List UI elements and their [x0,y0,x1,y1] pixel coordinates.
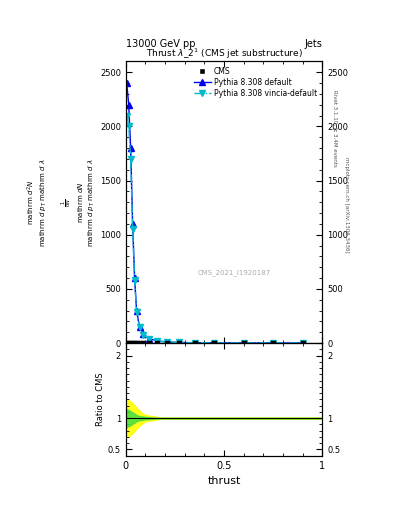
Pythia 8.308 vincia-default [127,123,131,130]
CMS [134,339,140,347]
CMS [140,339,147,347]
Pythia 8.308 default [212,340,217,346]
Text: CMS_2021_I1920187: CMS_2021_I1920187 [197,269,270,276]
CMS [124,339,130,347]
Title: Thrust $\lambda\_2^1$ (CMS jet substructure): Thrust $\lambda\_2^1$ (CMS jet substruct… [145,47,303,61]
CMS [191,339,198,347]
Pythia 8.308 vincia-default [147,336,152,342]
Pythia 8.308 default [134,308,139,314]
Pythia 8.308 vincia-default [165,339,169,345]
Pythia 8.308 vincia-default [241,340,246,346]
Pythia 8.308 vincia-default [271,340,275,346]
Pythia 8.308 default [165,339,169,345]
Pythia 8.308 vincia-default [132,277,137,283]
Text: 13000 GeV pp: 13000 GeV pp [126,38,195,49]
Pythia 8.308 default [130,221,135,227]
Pythia 8.308 vincia-default [130,226,135,232]
CMS [241,339,247,347]
CMS [270,339,276,347]
Pythia 8.308 default [129,145,133,151]
Pythia 8.308 vincia-default [155,338,160,344]
Pythia 8.308 vincia-default [176,339,181,346]
CMS [136,339,143,347]
CMS [126,339,132,347]
Line: Pythia 8.308 default: Pythia 8.308 default [124,80,305,346]
CMS [130,339,136,347]
Pythia 8.308 default [132,275,137,281]
Pythia 8.308 default [241,340,246,346]
Pythia 8.308 default [192,339,197,346]
Pythia 8.308 default [127,102,131,108]
Pythia 8.308 default [300,340,305,346]
Pythia 8.308 default [271,340,275,346]
Text: Jets: Jets [305,38,322,49]
Pythia 8.308 vincia-default [137,324,142,330]
Pythia 8.308 vincia-default [134,309,139,315]
Pythia 8.308 default [147,336,152,342]
Pythia 8.308 default [137,324,142,330]
Legend: CMS, Pythia 8.308 default, Pythia 8.308 vincia-default: CMS, Pythia 8.308 default, Pythia 8.308 … [192,65,318,99]
Pythia 8.308 default [155,338,160,344]
CMS [176,339,182,347]
Pythia 8.308 vincia-default [212,340,217,346]
Pythia 8.308 vincia-default [125,113,129,119]
Y-axis label: mathrm $d^2N$
mathrm $d$ $p_T$ mathrm $d$ $\lambda$

$\frac{1}{\mathrm{d}N}$
mat: mathrm $d^2N$ mathrm $d$ $p_T$ mathrm $d… [26,158,97,247]
Pythia 8.308 default [176,339,181,346]
CMS [154,339,160,347]
CMS [131,339,138,347]
Text: mcplots.cern.ch [arXiv:1306.3436]: mcplots.cern.ch [arXiv:1306.3436] [344,157,349,252]
CMS [164,339,170,347]
Pythia 8.308 vincia-default [192,339,197,346]
Pythia 8.308 vincia-default [141,332,146,338]
Pythia 8.308 vincia-default [300,340,305,346]
X-axis label: thrust: thrust [208,476,241,486]
Pythia 8.308 default [141,331,146,337]
CMS [146,339,152,347]
CMS [128,339,134,347]
Line: Pythia 8.308 vincia-default: Pythia 8.308 vincia-default [124,113,305,346]
Pythia 8.308 vincia-default [129,156,133,162]
Text: Rivet 3.1.10, ≥ 3.4M events: Rivet 3.1.10, ≥ 3.4M events [332,90,337,166]
Y-axis label: Ratio to CMS: Ratio to CMS [96,373,105,426]
CMS [299,339,306,347]
Pythia 8.308 default [125,80,129,86]
CMS [211,339,217,347]
